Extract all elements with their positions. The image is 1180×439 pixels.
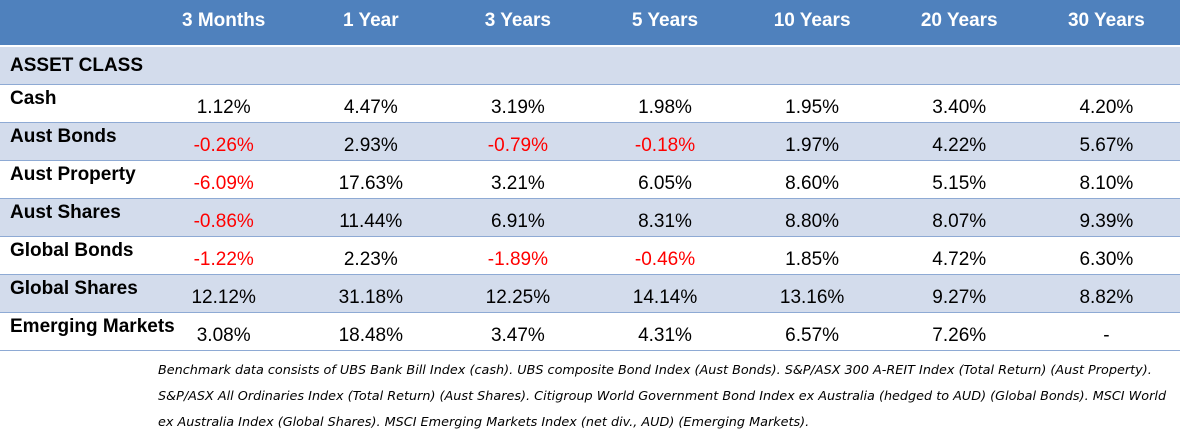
section-header-row: ASSET CLASS — [0, 45, 1180, 84]
return-cell: 31.18% — [297, 273, 445, 312]
return-cell: 6.05% — [591, 159, 739, 198]
return-cell: 14.14% — [591, 273, 739, 312]
table-row: Aust Property -6.09% 17.63% 3.21% 6.05% … — [0, 159, 1180, 198]
return-cell: 2.23% — [297, 235, 445, 274]
return-cell: 8.60% — [738, 159, 886, 198]
return-cell: 7.26% — [885, 311, 1033, 351]
return-cell: 9.39% — [1032, 197, 1180, 236]
return-cell: 3.40% — [885, 83, 1033, 122]
row-label: Global Bonds — [0, 235, 151, 274]
return-cell: 8.07% — [885, 197, 1033, 236]
table-row: Aust Shares -0.86% 11.44% 6.91% 8.31% 8.… — [0, 197, 1180, 236]
return-cell: 2.93% — [297, 121, 445, 160]
return-cell: 12.12% — [150, 273, 298, 312]
row-label: Aust Shares — [0, 197, 151, 236]
row-label: Aust Bonds — [0, 121, 151, 160]
table-row: Cash 1.12% 4.47% 3.19% 1.98% 1.95% 3.40%… — [0, 83, 1180, 122]
column-header-1-year: 1 Year — [297, 0, 445, 46]
row-label: Aust Property — [0, 159, 151, 198]
return-cell: -6.09% — [150, 159, 298, 198]
return-cell: -0.26% — [150, 121, 298, 160]
return-cell: -0.46% — [591, 235, 739, 274]
column-header-row: 3 Months 1 Year 3 Years 5 Years 10 Years… — [0, 0, 1180, 46]
header-corner-cell — [0, 0, 151, 46]
return-cell: -0.18% — [591, 121, 739, 160]
return-cell: -0.79% — [444, 121, 592, 160]
return-cell: 8.82% — [1032, 273, 1180, 312]
return-cell: 3.19% — [444, 83, 592, 122]
return-cell: 17.63% — [297, 159, 445, 198]
row-label: Global Shares — [0, 273, 151, 312]
return-cell: 8.31% — [591, 197, 739, 236]
table-row: Global Bonds -1.22% 2.23% -1.89% -0.46% … — [0, 235, 1180, 274]
column-header-3-months: 3 Months — [150, 0, 298, 46]
return-cell: 12.25% — [444, 273, 592, 312]
return-cell: 4.22% — [885, 121, 1033, 160]
row-label: Cash — [0, 83, 151, 122]
return-cell: - — [1032, 311, 1180, 351]
benchmark-footnote: Benchmark data consists of UBS Bank Bill… — [158, 363, 1167, 430]
asset-class-returns-table: 3 Months 1 Year 3 Years 5 Years 10 Years… — [0, 0, 1180, 351]
return-cell: 5.15% — [885, 159, 1033, 198]
return-cell: 3.21% — [444, 159, 592, 198]
return-cell: 8.10% — [1032, 159, 1180, 198]
table-row: Global Shares 12.12% 31.18% 12.25% 14.14… — [0, 273, 1180, 312]
row-label: Emerging Markets — [0, 311, 175, 351]
return-cell: 18.48% — [297, 311, 445, 351]
column-header-5-years: 5 Years — [591, 0, 739, 46]
return-cell: 4.47% — [297, 83, 445, 122]
return-cell: 4.20% — [1032, 83, 1180, 122]
return-cell: 1.12% — [150, 83, 298, 122]
return-cell: 9.27% — [885, 273, 1033, 312]
return-cell: 13.16% — [738, 273, 886, 312]
return-cell: 3.08% — [150, 311, 298, 351]
section-label-asset-class: ASSET CLASS — [0, 45, 1180, 84]
return-cell: 6.91% — [444, 197, 592, 236]
return-cell: 1.98% — [591, 83, 739, 122]
column-header-10-years: 10 Years — [738, 0, 886, 46]
return-cell: -0.86% — [150, 197, 298, 236]
return-cell: 1.95% — [738, 83, 886, 122]
return-cell: 5.67% — [1032, 121, 1180, 160]
return-cell: 6.57% — [738, 311, 886, 351]
return-cell: 6.30% — [1032, 235, 1180, 274]
column-header-20-years: 20 Years — [885, 0, 1033, 46]
column-header-30-years: 30 Years — [1032, 0, 1180, 46]
table-row: Emerging Markets 3.08% 18.48% 3.47% 4.31… — [0, 311, 1180, 351]
return-cell: 8.80% — [738, 197, 886, 236]
return-cell: 11.44% — [297, 197, 445, 236]
return-cell: 1.97% — [738, 121, 886, 160]
return-cell: 1.85% — [738, 235, 886, 274]
return-cell: 3.47% — [444, 311, 592, 351]
return-cell: 4.31% — [591, 311, 739, 351]
column-header-3-years: 3 Years — [444, 0, 592, 46]
table-row: Aust Bonds -0.26% 2.93% -0.79% -0.18% 1.… — [0, 121, 1180, 160]
return-cell: -1.89% — [444, 235, 592, 274]
return-cell: 4.72% — [885, 235, 1033, 274]
return-cell: -1.22% — [150, 235, 298, 274]
